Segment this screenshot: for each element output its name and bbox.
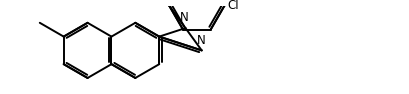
Text: Cl: Cl bbox=[227, 0, 238, 12]
Text: N: N bbox=[197, 34, 206, 47]
Text: N: N bbox=[180, 11, 189, 24]
